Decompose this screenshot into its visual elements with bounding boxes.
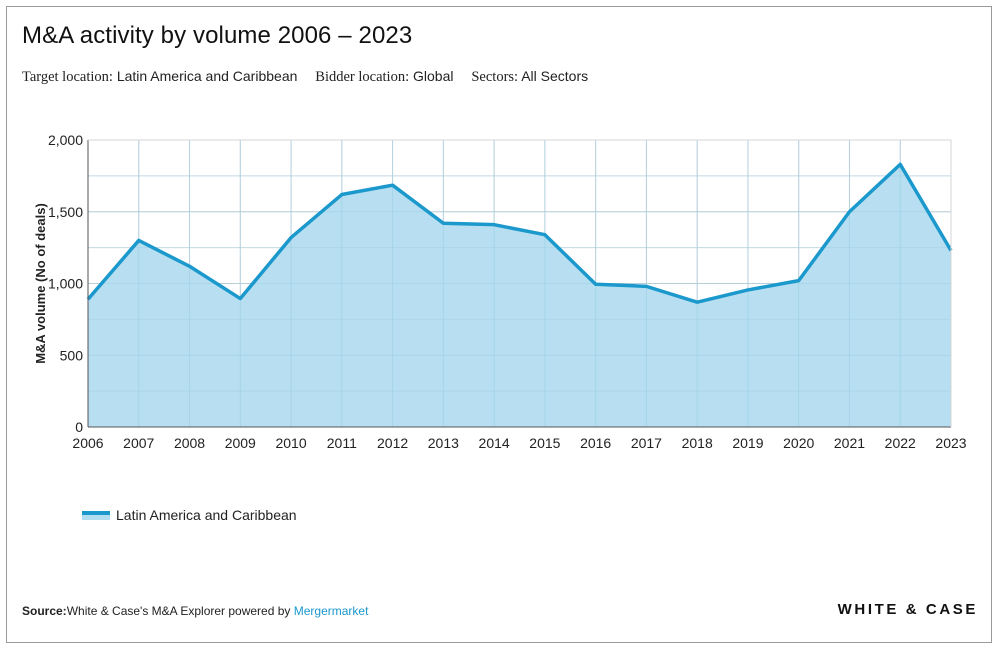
x-tick-label: 2015 <box>529 435 560 451</box>
source-link[interactable]: Mergermarket <box>293 604 369 618</box>
filter-bidder-label: Bidder location: <box>315 69 410 85</box>
axes <box>87 139 952 428</box>
y-tick-label: 2,000 <box>48 132 83 148</box>
filter-target-label: Target location: <box>22 69 113 85</box>
y-tick-label: 0 <box>75 419 83 435</box>
filter-target-value: Latin America and Caribbean <box>116 68 298 84</box>
filter-sectors-value: All Sectors <box>521 68 589 84</box>
tick-labels: 0 500 1,000 1,500 2,000 2006 2007 2008 2009 2010 2… <box>33 132 967 451</box>
x-tick-label: 2019 <box>732 435 763 451</box>
x-tick-label: 2013 <box>428 435 459 451</box>
x-tick-label: 2008 <box>174 435 205 451</box>
y-tick-label: 1,500 <box>48 204 83 220</box>
x-tick-label: 2011 <box>327 435 357 451</box>
x-tick-label: 2006 <box>72 435 103 451</box>
x-tick-label: 2010 <box>275 435 306 451</box>
source-text: White & Case's M&A Explorer powered by <box>66 604 291 618</box>
legend-label: Latin America and Caribbean <box>116 507 297 523</box>
series-area-0 <box>88 164 951 427</box>
source-label: Source: <box>22 604 67 618</box>
filter-sectors-label: Sectors: <box>471 69 519 85</box>
series-line-0 <box>86 162 953 304</box>
series-area-layer <box>86 140 953 427</box>
legend-swatch-icon <box>82 510 110 520</box>
x-tick-label: 2022 <box>885 435 916 451</box>
y-tick-label: 500 <box>60 347 84 363</box>
chart-title: M&A activity by volume 2006 – 2023 <box>22 22 413 49</box>
x-tick-label: 2021 <box>834 435 865 451</box>
source-note: Source:White & Case's M&A Explorer power… <box>22 604 368 618</box>
filter-bidder-value: Global <box>413 68 454 84</box>
x-tick-label: 2009 <box>225 435 256 451</box>
brand-logo: WHITE & CASE <box>837 601 978 618</box>
x-tick-label: 2023 <box>935 435 966 451</box>
legend: Latin America and Caribbean <box>82 507 297 523</box>
x-tick-label: 2007 <box>123 435 154 451</box>
x-tick-label: 2016 <box>580 435 611 451</box>
x-tick-label: 2018 <box>682 435 713 451</box>
x-tick-label: 2014 <box>479 435 510 451</box>
x-tick-label: 2020 <box>783 435 814 451</box>
x-tick-label: 2017 <box>631 435 662 451</box>
filter-summary: Target location: Latin America and Carib… <box>22 68 602 86</box>
x-tick-label: 2012 <box>377 435 408 451</box>
y-axis-title: M&A volume (No of deals) <box>33 203 48 364</box>
y-tick-label: 1,000 <box>48 276 83 292</box>
